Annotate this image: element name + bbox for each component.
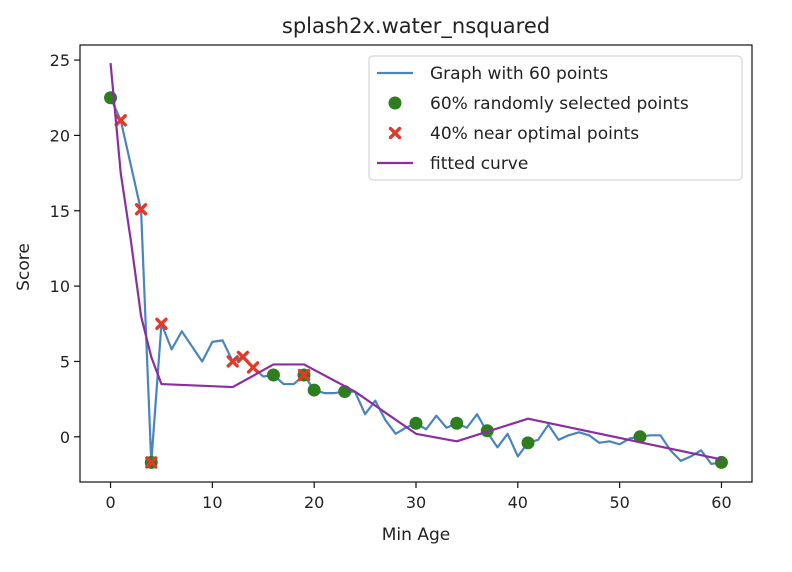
y-tick-label: 25: [50, 51, 70, 70]
y-axis-label: Score: [14, 243, 34, 291]
point-40-near-optimal-points: [297, 368, 311, 382]
x-tick-label: 40: [508, 493, 528, 512]
point-60-randomly-selected-points: [633, 430, 647, 444]
point-60-randomly-selected-points: [266, 368, 280, 382]
point-40-near-optimal-points: [226, 355, 239, 368]
x-tick-label: 0: [105, 493, 115, 512]
x-tick-label: 60: [711, 493, 731, 512]
point-60-randomly-selected-points: [521, 436, 535, 450]
point-40-near-optimal-points: [236, 350, 250, 364]
legend-label: 40% near optimal points: [430, 124, 639, 144]
legend-label: 60% randomly selected points: [430, 94, 689, 114]
plot-area: [104, 62, 728, 469]
x-tick-label: 50: [609, 493, 629, 512]
legend: Graph with 60 points 60% randomly selecte…: [368, 55, 743, 181]
series-line-fitted-curve: [109, 62, 722, 461]
point-40-near-optimal-points: [134, 203, 148, 216]
point-40-near-optimal-points: [114, 114, 127, 127]
point-60-randomly-selected-points: [307, 383, 321, 397]
x-tick-label: 30: [406, 493, 426, 512]
y-tick-label: 20: [50, 126, 70, 145]
x-tick-label: 20: [304, 493, 324, 512]
point-60-randomly-selected-points: [450, 416, 464, 430]
y-tick-label: 0: [60, 428, 70, 447]
y-tick-label: 15: [50, 202, 70, 221]
point-40-near-optimal-points: [155, 317, 168, 330]
legend-box: [368, 55, 743, 181]
legend-handle-40-near-optimal-points: [388, 126, 402, 140]
legend-handle-60-randomly-selected-points: [388, 96, 402, 110]
x-axis-label: Min Age: [382, 525, 450, 545]
legend-label: fitted curve: [430, 154, 528, 174]
point-40-near-optimal-points: [145, 456, 158, 469]
legend-label: Graph with 60 points: [430, 64, 608, 84]
y-tick-label: 10: [50, 277, 70, 296]
x-tick-label: 10: [202, 493, 222, 512]
point-40-near-optimal-points: [246, 361, 260, 374]
axes: 0 10 20 30 40 50 60 0 5 10 15 20 25: [50, 51, 732, 512]
y-tick-label: 5: [60, 352, 70, 371]
chart-title: splash2x.water_nsquared: [282, 14, 550, 39]
point-60-randomly-selected-points: [409, 416, 423, 430]
